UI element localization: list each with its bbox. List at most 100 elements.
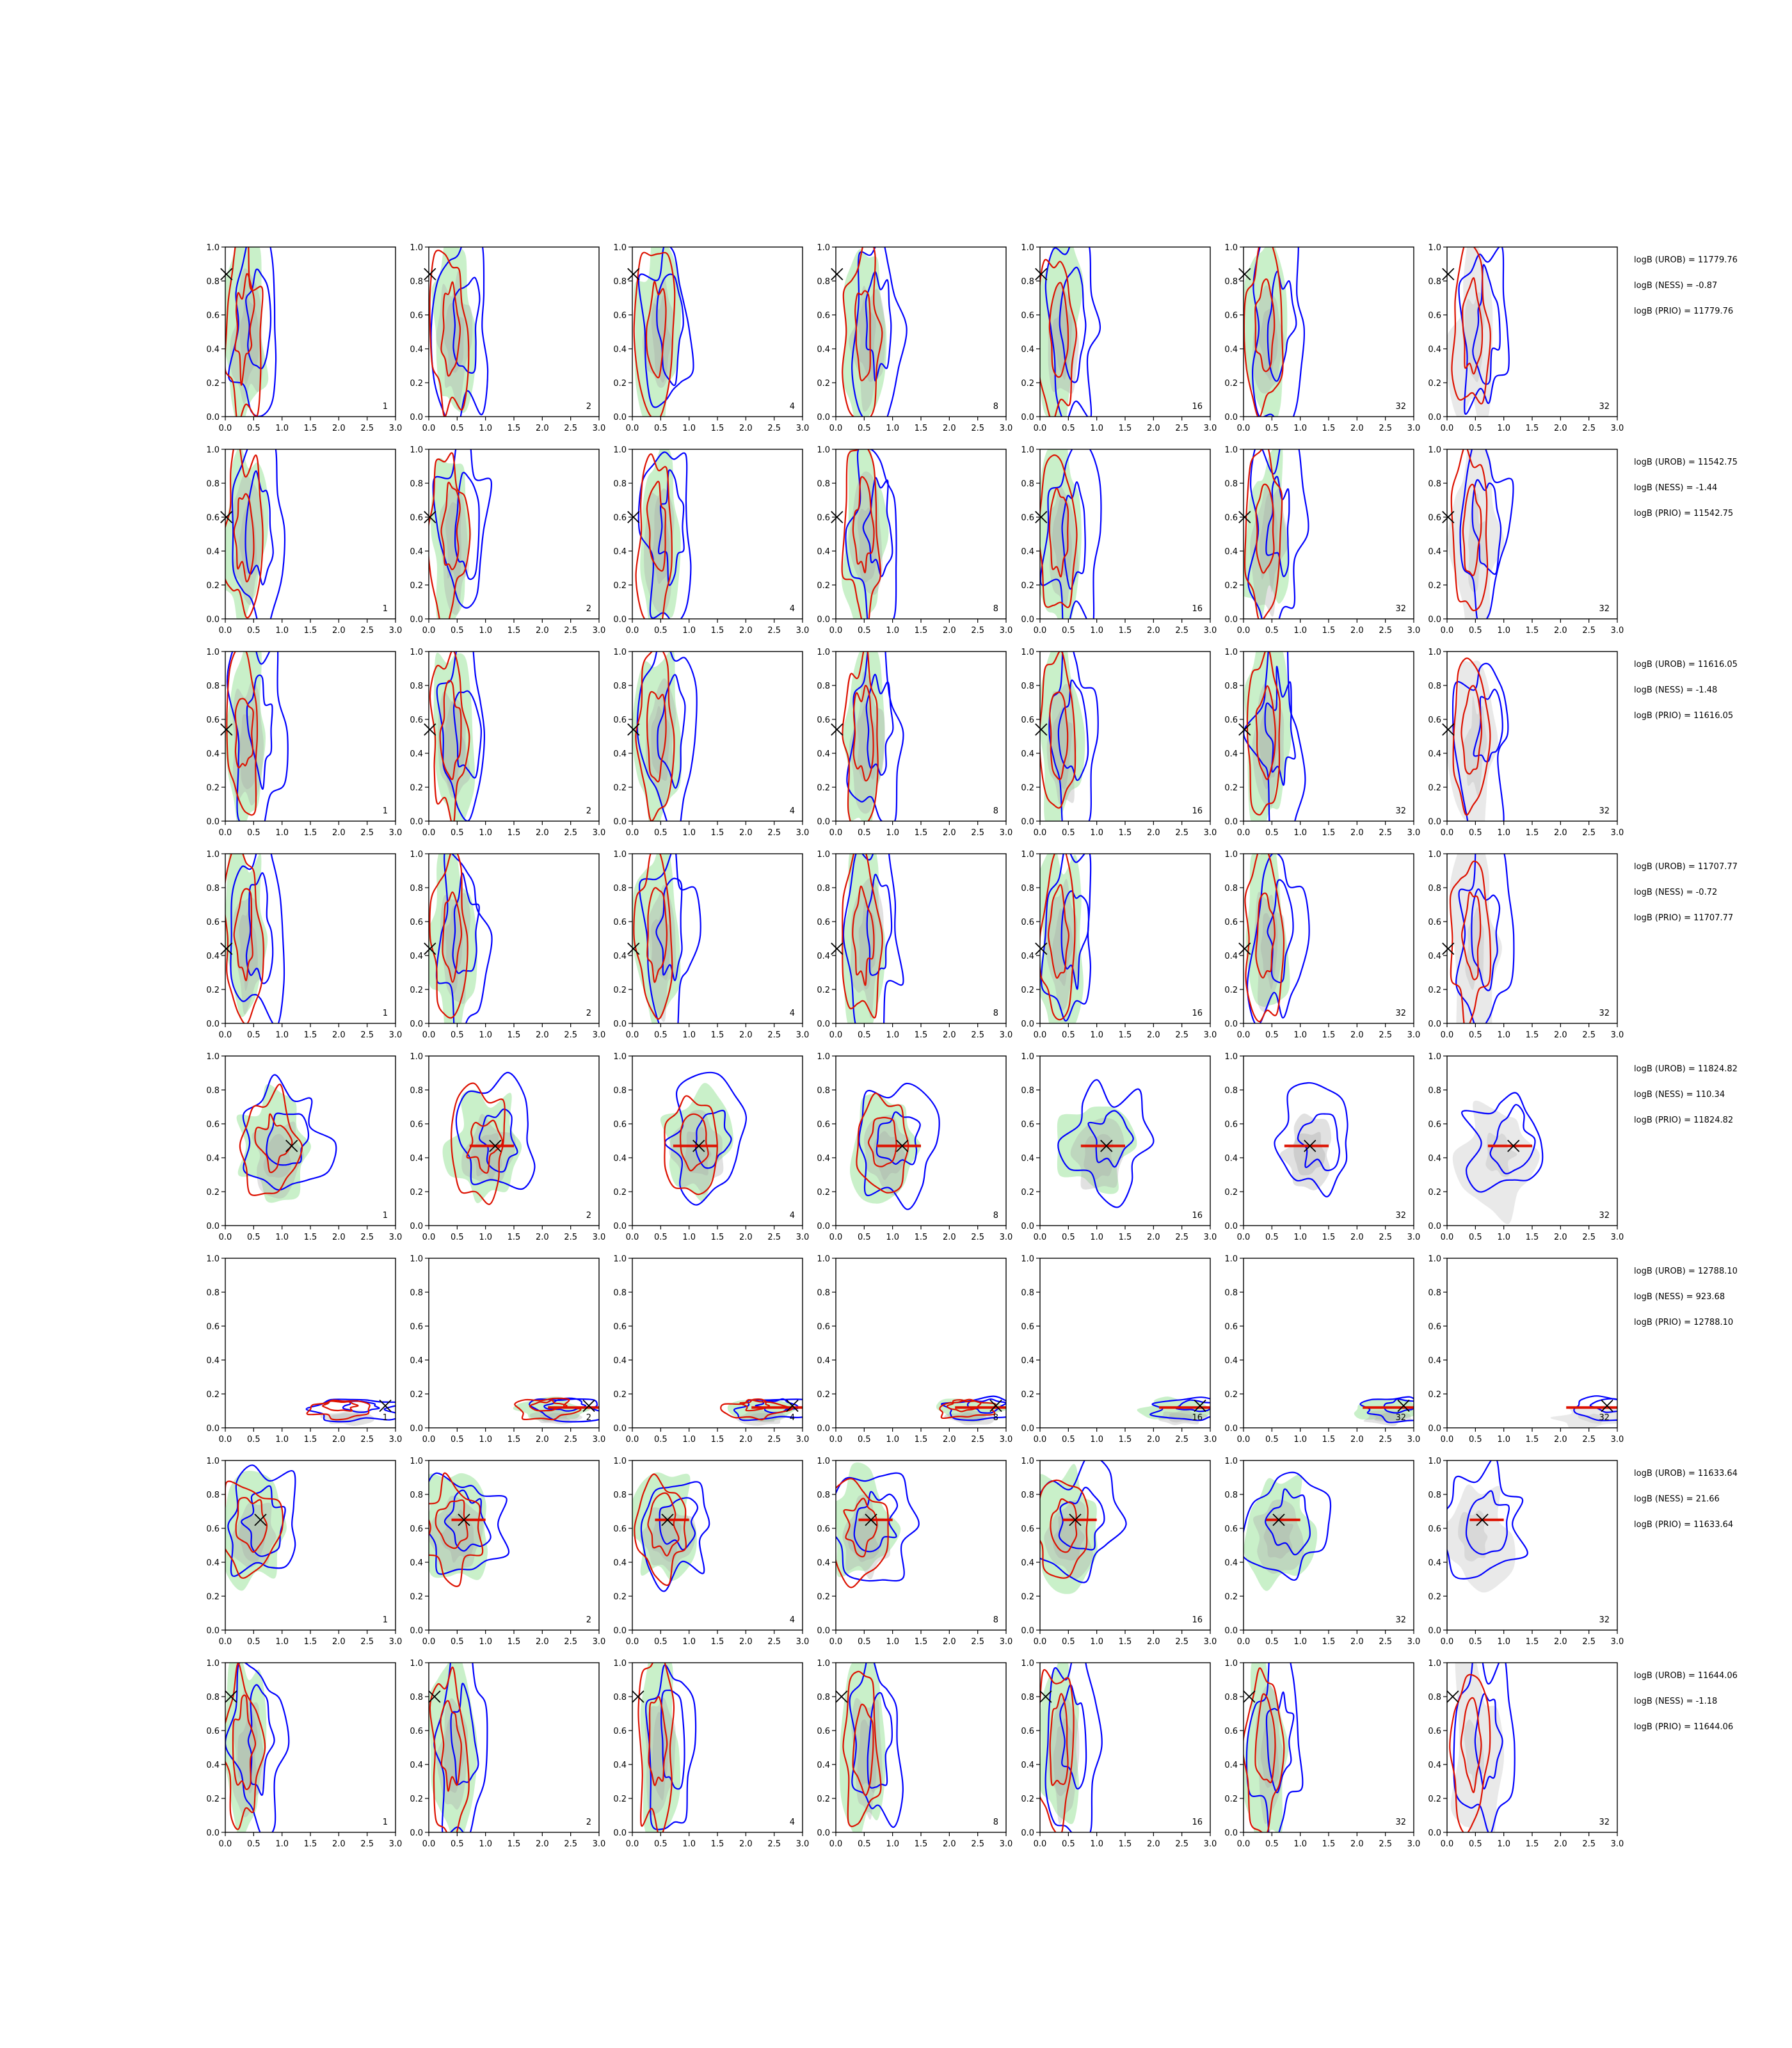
blue-contour-outer: [228, 247, 277, 417]
y-tick-label: 1.0: [613, 648, 627, 657]
panel-r6-c5: 0.0 0.5 1.0 1.5 2.0 2.5 3.0 0.0 0.2 0.4 0.6 0.8 1.0 1…: [1021, 1254, 1217, 1444]
x-tick-label: 1.0: [682, 1435, 696, 1444]
y-tick-label: 0.4: [206, 749, 220, 759]
x-tick-label: 0.0: [422, 1233, 436, 1242]
x-tick-label: 0.5: [1265, 828, 1279, 838]
x-tick-label: 3.0: [1204, 1435, 1217, 1444]
grey-density-fill-inner: [684, 1126, 712, 1176]
true-value-marker: [831, 942, 844, 956]
x-tick-label: 2.5: [564, 1233, 577, 1242]
x-tick-label: 1.5: [915, 1839, 928, 1849]
y-tick-label: 0.2: [410, 1592, 423, 1602]
y-tick-label: 0.0: [410, 1828, 423, 1838]
red-contour-outer: [225, 854, 264, 1023]
red-contour-inner: [529, 1399, 568, 1412]
x-tick-label: 1.5: [711, 1233, 724, 1242]
panel-r5-c3: 0.0 0.5 1.0 1.5 2.0 2.5 3.0 0.0 0.2 0.4 0.6 0.8 1.0 4: [613, 1052, 809, 1242]
green-density-fill: [225, 1663, 267, 1832]
y-tick-label: 0.8: [613, 1288, 627, 1298]
y-tick-label: 0.2: [206, 1795, 220, 1804]
x-tick-label: 3.0: [1204, 626, 1217, 636]
y-tick-label: 0.4: [1224, 345, 1238, 355]
logb-annotation: logB (UROB) = 11542.75: [1634, 458, 1738, 467]
y-tick-label: 0.4: [1021, 1761, 1034, 1770]
x-tick-label: 1.5: [1322, 1030, 1336, 1040]
x-tick-label: 1.0: [1090, 1435, 1103, 1444]
red-contour-outer: [429, 1472, 484, 1587]
red-contour-inner: [946, 1399, 982, 1412]
x-tick-label: 0.5: [451, 1839, 464, 1849]
x-tick-label: 0.5: [654, 1839, 668, 1849]
blue-contour-outer: [1455, 854, 1515, 1023]
grey-density-fill: [1252, 285, 1285, 394]
y-tick-label: 0.2: [1021, 1390, 1034, 1400]
red-contour-outer: [429, 452, 471, 619]
x-tick-label: 1.5: [1526, 1435, 1539, 1444]
true-value-marker: [424, 511, 436, 524]
x-tick-label: 0.0: [219, 828, 232, 838]
y-tick-label: 0.8: [410, 682, 423, 691]
x-tick-label: 1.0: [886, 1839, 899, 1849]
x-tick-label: 1.0: [1090, 626, 1103, 636]
x-tick-label: 2.5: [360, 1839, 374, 1849]
y-tick-label: 0.2: [1224, 783, 1238, 793]
green-density-fill: [1354, 1398, 1414, 1421]
y-tick-label: 0.4: [613, 1558, 627, 1568]
x-tick-label: 3.0: [1407, 1637, 1421, 1647]
y-tick-label: 0.4: [206, 1558, 220, 1568]
x-tick-label: 3.0: [1204, 1233, 1217, 1242]
panel-number-label: 8: [993, 1413, 998, 1423]
x-tick-label: 2.5: [1379, 1030, 1392, 1040]
y-tick-label: 0.0: [817, 1020, 830, 1029]
red-contour-outer: [1244, 1667, 1285, 1832]
red-contour-inner: [852, 885, 875, 986]
panel-row-6: 0.0 0.5 1.0 1.5 2.0 2.5 3.0 0.0 0.2 0.4 0.6 0.8 1.0 1…: [206, 1254, 1738, 1444]
x-tick-label: 2.0: [943, 1637, 956, 1647]
panel-number-label: 32: [1395, 1413, 1406, 1423]
red-contour-outer: [239, 1084, 303, 1196]
x-tick-label: 3.0: [593, 626, 606, 636]
panel-number-label: 1: [383, 1211, 388, 1220]
y-tick-label: 0.2: [206, 379, 220, 388]
logb-annotation: logB (PRIO) = 11616.05: [1634, 711, 1733, 721]
x-tick-label: 3.0: [1611, 626, 1624, 636]
y-tick-label: 1.0: [206, 243, 220, 253]
grey-density-fill: [863, 1115, 911, 1196]
x-tick-label: 2.5: [360, 626, 374, 636]
panel-r5-c5: 0.0 0.5 1.0 1.5 2.0 2.5 3.0 0.0 0.2 0.4 0.6 0.8 1.0 1…: [1021, 1052, 1217, 1242]
y-tick-label: 0.4: [613, 952, 627, 961]
y-tick-label: 0.8: [206, 682, 220, 691]
y-tick-label: 0.6: [1021, 513, 1034, 523]
x-tick-label: 1.0: [275, 1030, 289, 1040]
y-tick-label: 0.2: [817, 581, 830, 591]
x-tick-label: 2.0: [943, 1435, 956, 1444]
blue-contour-inner: [876, 1111, 921, 1165]
red-contour-outer: [1040, 259, 1078, 417]
panel-r1-c4: 0.0 0.5 1.0 1.5 2.0 2.5 3.0 0.0 0.2 0.4 0.6 0.8 1.0 8: [817, 243, 1012, 433]
y-tick-label: 0.4: [410, 1154, 423, 1164]
x-tick-label: 2.0: [943, 1030, 956, 1040]
y-tick-label: 0.2: [1428, 581, 1441, 591]
x-tick-label: 3.0: [1204, 1637, 1217, 1647]
x-tick-label: 2.0: [1147, 1839, 1160, 1849]
y-tick-label: 1.0: [206, 1659, 220, 1668]
true-value-marker: [379, 1399, 392, 1412]
panel-r7-c2: 0.0 0.5 1.0 1.5 2.0 2.5 3.0 0.0 0.2 0.4 0.6 0.8 1.0 2: [410, 1457, 605, 1647]
logb-annotation: logB (PRIO) = 11707.77: [1634, 913, 1733, 923]
true-value-marker: [1272, 1514, 1285, 1526]
x-tick-label: 2.5: [1582, 626, 1596, 636]
y-tick-label: 0.6: [206, 311, 220, 321]
y-tick-label: 0.8: [1224, 682, 1238, 691]
y-tick-label: 0.2: [1224, 986, 1238, 995]
x-tick-label: 0.5: [451, 1233, 464, 1242]
blue-contour-outer: [305, 1398, 396, 1423]
red-contour-outer: [633, 854, 673, 1020]
y-tick-label: 0.0: [410, 413, 423, 422]
red-contour-outer: [306, 1399, 371, 1421]
true-value-marker: [220, 723, 233, 736]
x-tick-label: 0.0: [829, 626, 843, 636]
grey-density-fill-inner: [1167, 1412, 1194, 1423]
y-tick-label: 0.6: [1021, 1727, 1034, 1736]
x-tick-label: 1.5: [915, 1233, 928, 1242]
panel-number-label: 32: [1599, 1211, 1610, 1220]
